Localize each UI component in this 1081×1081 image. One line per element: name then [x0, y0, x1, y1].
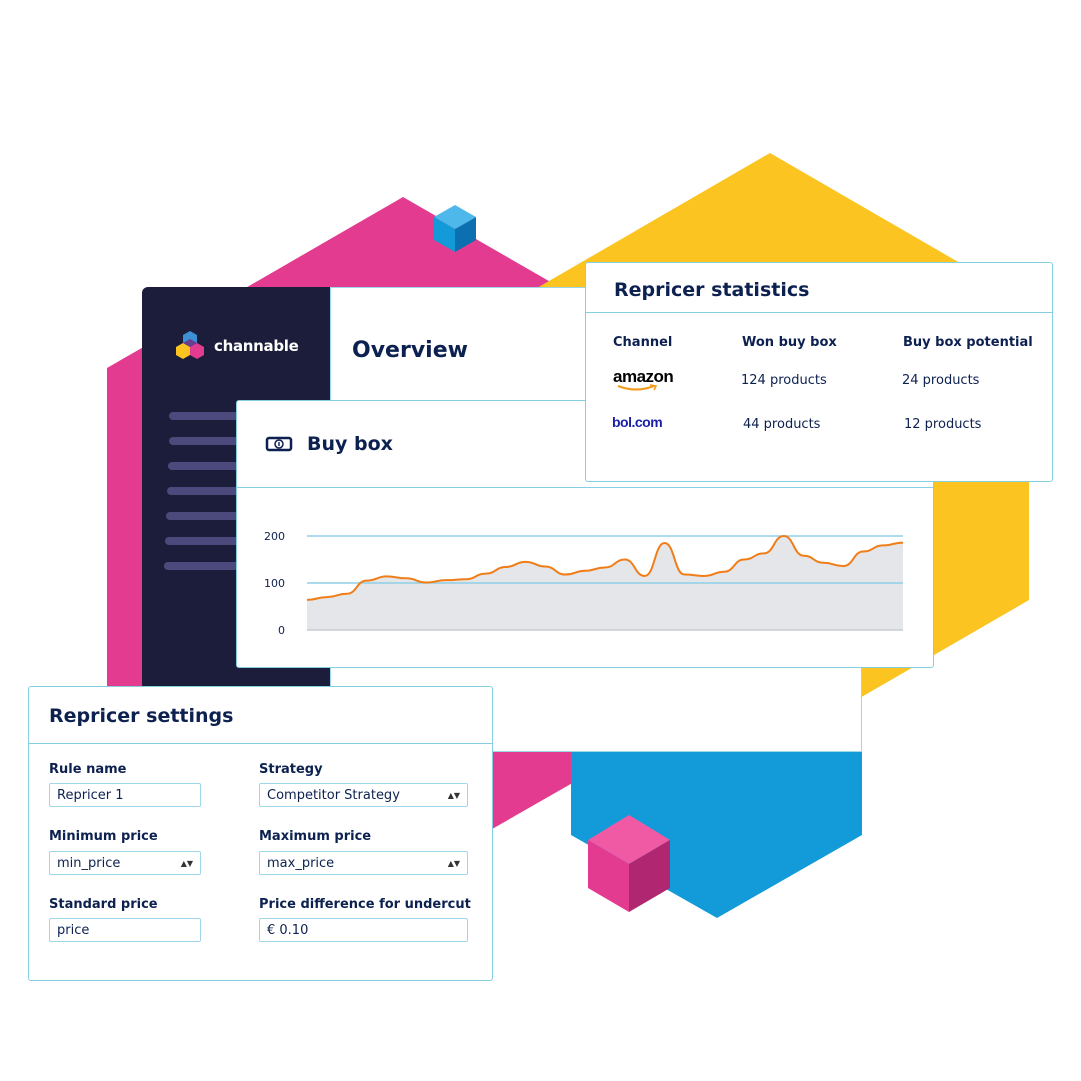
sidebar-item[interactable] [165, 537, 269, 545]
strategy-label: Strategy [259, 762, 323, 777]
maximum-price-value: max_price [267, 855, 335, 871]
sidebar-item[interactable] [164, 562, 269, 570]
strategy-select[interactable]: Competitor Strategy ▲▼ [259, 783, 468, 807]
amazon-potential: 24 products [902, 373, 980, 388]
amazon-logo: amazon [613, 367, 674, 386]
buy-box-chart: 0 100 200 [264, 530, 904, 637]
minimum-price-value: min_price [57, 855, 121, 871]
channable-logo-icon [176, 331, 204, 359]
blue-cube-icon [434, 205, 476, 252]
y-tick-label: 100 [264, 577, 285, 590]
repricer-settings-card: Repricer settings Rule name Repricer 1 S… [28, 686, 493, 981]
stats-title: Repricer statistics [614, 279, 810, 301]
sidebar-item[interactable] [168, 462, 269, 470]
sidebar-nav [164, 412, 269, 587]
minimum-price-select[interactable]: min_price ▲▼ [49, 851, 201, 875]
page-title: Overview [352, 338, 468, 363]
amazon-smile-icon [617, 384, 658, 391]
amazon-won: 124 products [741, 373, 827, 388]
standard-price-value: price [57, 922, 90, 938]
maximum-price-label: Maximum price [259, 829, 372, 844]
pink-cube-icon [588, 815, 670, 912]
bolcom-won: 44 products [743, 417, 821, 432]
select-arrows-icon: ▲▼ [180, 858, 193, 868]
sidebar-item[interactable] [169, 412, 269, 420]
undercut-label: Price difference for undercut [259, 897, 471, 912]
settings-title: Repricer settings [49, 705, 234, 727]
rule-name-label: Rule name [49, 762, 127, 777]
minimum-price-label: Minimum price [49, 829, 158, 844]
y-tick-label: 0 [278, 624, 285, 637]
y-tick-label: 200 [264, 530, 285, 543]
buy-box-title: Buy box [307, 433, 393, 455]
select-arrows-icon: ▲▼ [447, 858, 460, 868]
bolcom-potential: 12 products [904, 417, 982, 432]
column-header-won: Won buy box [742, 335, 837, 350]
strategy-value: Competitor Strategy [267, 787, 400, 803]
undercut-value: € 0.10 [267, 922, 309, 938]
column-header-potential: Buy box potential [903, 335, 1033, 350]
repricer-statistics-card: Repricer statistics Channel Won buy box … [585, 262, 1053, 482]
channable-logo: channable [174, 330, 299, 362]
select-arrows-icon: ▲▼ [447, 790, 460, 800]
undercut-input[interactable]: € 0.10 [259, 918, 468, 942]
standard-price-label: Standard price [49, 897, 158, 912]
bolcom-logo: bol.com [612, 414, 663, 430]
sidebar-item[interactable] [167, 487, 269, 495]
chart-line [306, 534, 904, 601]
sidebar-item[interactable] [169, 437, 269, 445]
logo-text: channable [214, 337, 299, 355]
column-header-channel: Channel [613, 335, 673, 350]
maximum-price-select[interactable]: max_price ▲▼ [259, 851, 468, 875]
rule-name-input[interactable]: Repricer 1 [49, 783, 201, 807]
standard-price-input[interactable]: price [49, 918, 201, 942]
sidebar-item[interactable] [166, 512, 269, 520]
rule-name-value: Repricer 1 [57, 787, 124, 803]
banknote-icon [265, 436, 293, 452]
